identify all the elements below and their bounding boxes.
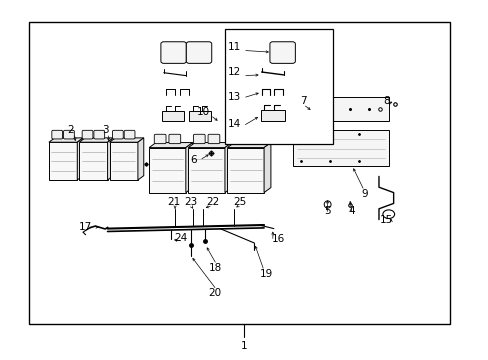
FancyBboxPatch shape xyxy=(293,130,388,166)
Text: 16: 16 xyxy=(271,234,285,244)
Text: 10: 10 xyxy=(196,107,209,117)
Text: 2: 2 xyxy=(67,125,74,135)
Polygon shape xyxy=(224,143,231,193)
Text: 17: 17 xyxy=(79,222,92,232)
Text: 24: 24 xyxy=(174,233,187,243)
Text: 5: 5 xyxy=(324,206,330,216)
Bar xyxy=(188,148,224,193)
Text: 15: 15 xyxy=(379,215,392,225)
Bar xyxy=(260,110,285,121)
FancyBboxPatch shape xyxy=(208,134,219,144)
Text: 4: 4 xyxy=(348,206,355,216)
Polygon shape xyxy=(149,143,192,148)
Bar xyxy=(79,142,107,180)
FancyBboxPatch shape xyxy=(154,134,166,144)
FancyBboxPatch shape xyxy=(169,134,181,144)
Text: 1: 1 xyxy=(241,341,247,351)
Bar xyxy=(29,22,449,324)
Polygon shape xyxy=(79,138,113,142)
Polygon shape xyxy=(264,143,270,193)
FancyBboxPatch shape xyxy=(246,134,259,144)
Text: 6: 6 xyxy=(189,155,196,165)
FancyBboxPatch shape xyxy=(161,42,186,63)
Polygon shape xyxy=(77,138,83,180)
FancyBboxPatch shape xyxy=(82,130,93,139)
Bar xyxy=(227,148,264,193)
Polygon shape xyxy=(185,143,192,193)
Bar xyxy=(224,29,332,144)
Bar xyxy=(149,148,185,193)
Text: 11: 11 xyxy=(227,42,241,52)
Bar xyxy=(189,111,210,121)
Circle shape xyxy=(382,210,394,219)
Text: 23: 23 xyxy=(183,197,197,207)
Polygon shape xyxy=(109,138,143,142)
Bar xyxy=(109,142,138,180)
Bar xyxy=(49,142,77,180)
Polygon shape xyxy=(49,138,83,142)
FancyBboxPatch shape xyxy=(52,130,62,139)
FancyBboxPatch shape xyxy=(303,97,388,121)
Text: 3: 3 xyxy=(102,125,108,135)
Text: 25: 25 xyxy=(232,197,246,207)
Text: 14: 14 xyxy=(227,119,241,129)
Polygon shape xyxy=(138,138,143,180)
Text: 22: 22 xyxy=(205,197,219,207)
Text: 19: 19 xyxy=(259,269,273,279)
FancyBboxPatch shape xyxy=(232,134,244,144)
FancyBboxPatch shape xyxy=(63,130,74,139)
FancyBboxPatch shape xyxy=(112,130,123,139)
Text: 21: 21 xyxy=(166,197,180,207)
FancyBboxPatch shape xyxy=(124,130,135,139)
Text: 8: 8 xyxy=(382,96,389,106)
Text: 7: 7 xyxy=(299,96,306,106)
Ellipse shape xyxy=(324,201,330,208)
Text: 18: 18 xyxy=(208,263,222,273)
Polygon shape xyxy=(107,138,113,180)
FancyBboxPatch shape xyxy=(94,130,104,139)
Text: 9: 9 xyxy=(360,189,367,199)
Text: 20: 20 xyxy=(208,288,221,298)
FancyBboxPatch shape xyxy=(193,134,205,144)
Text: 13: 13 xyxy=(227,92,241,102)
Bar xyxy=(162,111,183,121)
FancyBboxPatch shape xyxy=(186,42,211,63)
Polygon shape xyxy=(188,143,231,148)
Polygon shape xyxy=(227,143,270,148)
Text: 12: 12 xyxy=(227,67,241,77)
FancyBboxPatch shape xyxy=(269,42,295,63)
